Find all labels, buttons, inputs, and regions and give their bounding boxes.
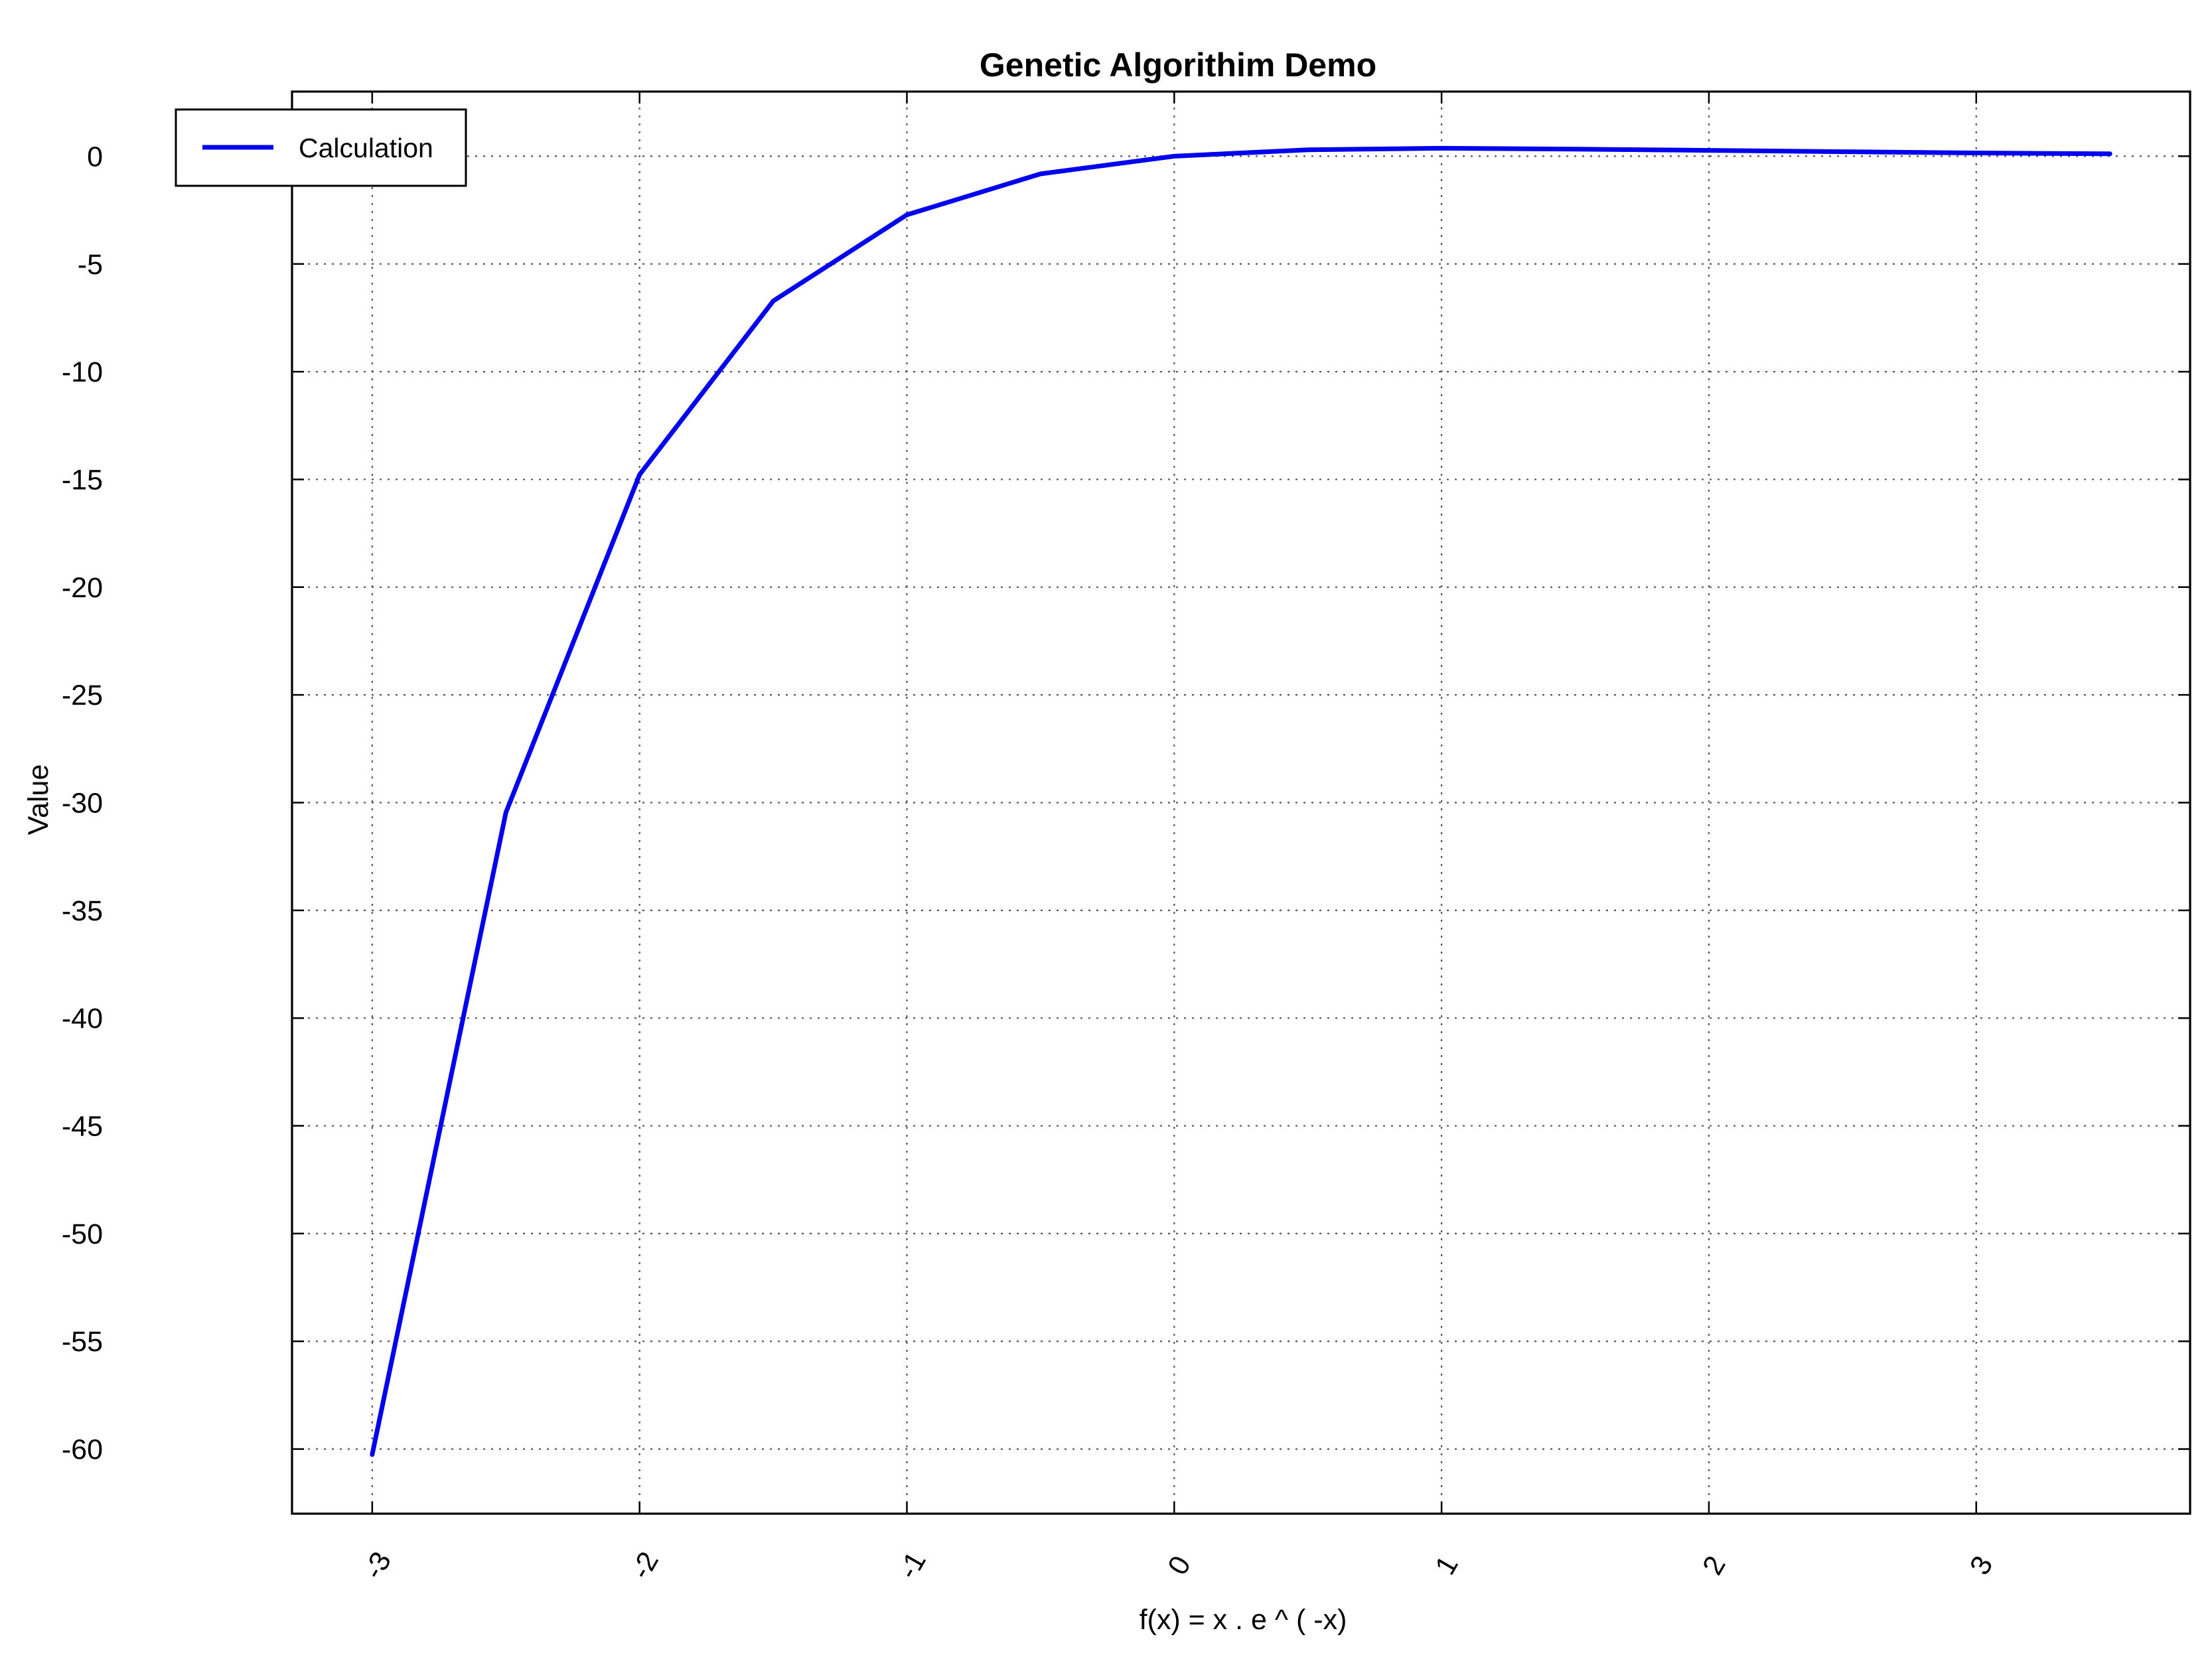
legend-label-calculation: Calculation [299,133,433,163]
y-tick-label: -15 [62,464,103,496]
y-tick-label: -25 [62,680,103,711]
x-axis-label: f(x) = x . e ^ ( -x) [1140,1604,1347,1636]
y-tick-label: -35 [62,895,103,927]
x-tick-label: 0 [1162,1551,1198,1581]
y-tick-label: 0 [87,141,103,173]
y-tick-label: -5 [78,249,103,281]
y-tick-label: -10 [62,356,103,388]
y-axis-ticks: 0 -5 -10 -15 -20 -25 -30 -35 -40 -45 -50 -55 -60 [62,141,2190,1466]
chart-title: Genetic Algorithim Demo [980,46,1376,84]
x-tick-label: -2 [625,1546,665,1584]
x-tick-label: -3 [358,1546,398,1584]
legend: Calculation [175,108,467,187]
y-tick-label: -30 [62,788,103,820]
x-axis-ticks: -3 -2 -1 0 1 2 3 [358,92,2000,1585]
x-tick-label: 2 [1696,1551,1732,1581]
y-tick-label: -60 [62,1434,103,1466]
series-line-calculation [370,145,2112,1457]
y-tick-label: -45 [62,1111,103,1143]
x-tick-label: -1 [892,1546,932,1584]
y-tick-label: -40 [62,1003,103,1035]
x-tick-label: 3 [1964,1551,2000,1581]
grid-lines [292,92,2190,1514]
y-tick-label: -50 [62,1218,103,1250]
y-axis-label: Value [23,764,54,835]
series-layer [370,145,2112,1457]
x-tick-label: 1 [1429,1551,1465,1581]
y-tick-label: -20 [62,572,103,604]
y-tick-label: -55 [62,1326,103,1358]
